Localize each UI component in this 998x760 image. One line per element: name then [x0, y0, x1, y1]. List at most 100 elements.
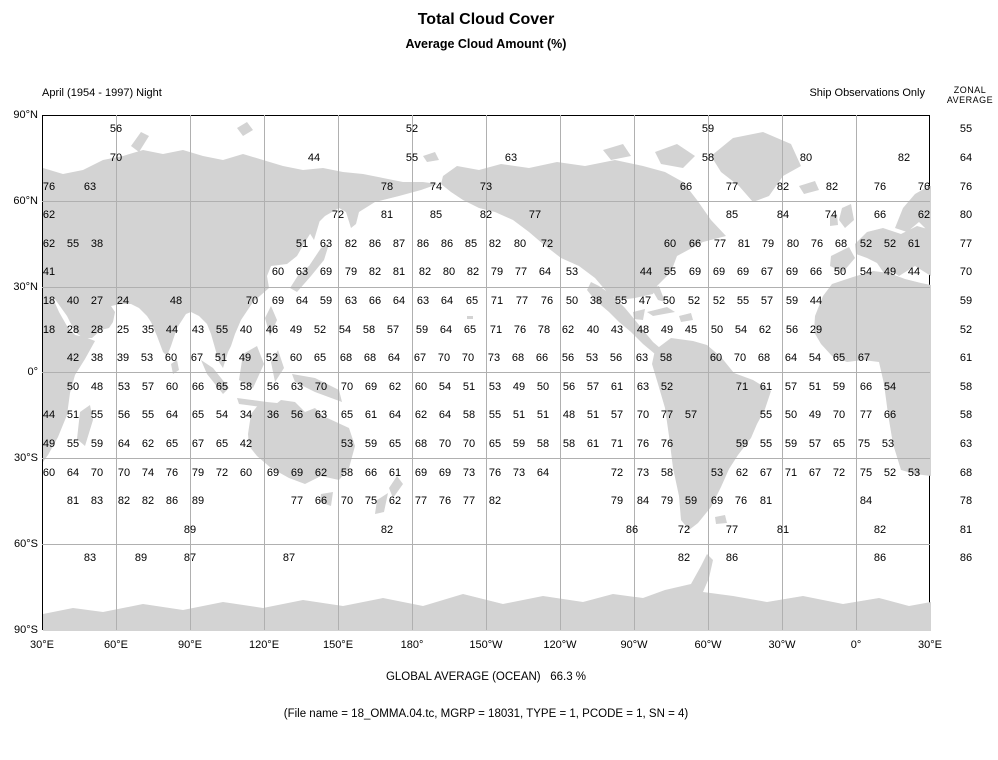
grid-value: 54 — [338, 324, 352, 336]
grid-value: 44 — [639, 266, 653, 278]
x-tick-label: 60°E — [104, 639, 128, 651]
grid-value: 81 — [392, 266, 406, 278]
grid-value: 58 — [536, 438, 550, 450]
grid-value: 66 — [191, 381, 205, 393]
period-label: April (1954 - 1997) Night — [42, 87, 162, 99]
x-tick-label: 90°E — [178, 639, 202, 651]
zonal-average-value: 63 — [959, 438, 973, 450]
grid-value: 69 — [438, 467, 452, 479]
grid-value: 81 — [380, 209, 394, 221]
grid-value: 78 — [380, 181, 394, 193]
grid-value: 67 — [857, 352, 871, 364]
grid-value: 34 — [239, 409, 253, 421]
grid-value: 57 — [684, 409, 698, 421]
grid-value: 58 — [659, 352, 673, 364]
grid-value: 38 — [90, 352, 104, 364]
grid-value: 86 — [725, 552, 739, 564]
grid-value: 82 — [488, 238, 502, 250]
grid-line-horizontal — [42, 372, 930, 373]
grid-value: 25 — [116, 324, 130, 336]
grid-value: 81 — [737, 238, 751, 250]
grid-value: 51 — [808, 381, 822, 393]
grid-value: 63 — [319, 238, 333, 250]
grid-value: 66 — [883, 409, 897, 421]
grid-value: 69 — [364, 381, 378, 393]
grid-value: 24 — [116, 295, 130, 307]
grid-value: 69 — [414, 467, 428, 479]
grid-line-horizontal — [42, 201, 930, 202]
grid-value: 70 — [461, 352, 475, 364]
grid-value: 71 — [489, 324, 503, 336]
grid-value: 78 — [537, 324, 551, 336]
zonal-average-value: 78 — [959, 495, 973, 507]
grid-value: 68 — [363, 352, 377, 364]
grid-value: 35 — [141, 324, 155, 336]
grid-value: 40 — [239, 324, 253, 336]
grid-value: 56 — [785, 324, 799, 336]
zonal-average-value: 68 — [959, 467, 973, 479]
grid-value: 71 — [784, 467, 798, 479]
grid-value: 77 — [414, 495, 428, 507]
grid-value: 77 — [462, 495, 476, 507]
grid-value: 66 — [873, 209, 887, 221]
grid-value: 52 — [883, 467, 897, 479]
grid-value: 63 — [504, 152, 518, 164]
grid-value: 51 — [586, 409, 600, 421]
grid-value: 49 — [660, 324, 674, 336]
grid-value: 76 — [734, 495, 748, 507]
grid-value: 76 — [438, 495, 452, 507]
grid-value: 82 — [677, 552, 691, 564]
grid-value: 66 — [809, 266, 823, 278]
grid-value: 79 — [490, 266, 504, 278]
grid-value: 61 — [907, 238, 921, 250]
grid-value: 42 — [66, 352, 80, 364]
grid-value: 76 — [873, 181, 887, 193]
grid-value: 53 — [585, 352, 599, 364]
grid-value: 49 — [289, 324, 303, 336]
grid-value: 52 — [859, 238, 873, 250]
grid-value: 77 — [725, 524, 739, 536]
grid-value: 67 — [759, 467, 773, 479]
x-tick-label: 30°E — [918, 639, 942, 651]
grid-value: 82 — [488, 495, 502, 507]
grid-value: 53 — [907, 467, 921, 479]
x-tick-label: 90°W — [620, 639, 648, 651]
grid-value: 69 — [785, 266, 799, 278]
grid-value: 53 — [881, 438, 895, 450]
grid-value: 40 — [586, 324, 600, 336]
grid-value: 77 — [528, 209, 542, 221]
grid-value: 50 — [662, 295, 676, 307]
grid-value: 64 — [439, 324, 453, 336]
grid-value: 27 — [90, 295, 104, 307]
x-tick-label: 120°W — [543, 639, 577, 651]
grid-value: 80 — [442, 266, 456, 278]
grid-value: 58 — [362, 324, 376, 336]
grid-value: 60 — [239, 467, 253, 479]
y-tick-label: 90°N — [13, 109, 38, 121]
zonal-average-header: ZONAL AVERAGE — [942, 85, 998, 105]
grid-value: 86 — [873, 552, 887, 564]
grid-value: 87 — [183, 552, 197, 564]
grid-value: 59 — [832, 381, 846, 393]
zonal-average-value: 70 — [959, 266, 973, 278]
grid-value: 86 — [368, 238, 382, 250]
grid-value: 56 — [109, 123, 123, 135]
grid-value: 70 — [90, 467, 104, 479]
zonal-average-value: 80 — [959, 209, 973, 221]
grid-value: 62 — [414, 409, 428, 421]
grid-value: 76 — [660, 438, 674, 450]
grid-value: 69 — [290, 467, 304, 479]
grid-value: 82 — [466, 266, 480, 278]
grid-value: 63 — [314, 409, 328, 421]
grid-value: 66 — [535, 352, 549, 364]
grid-value: 64 — [392, 295, 406, 307]
grid-value: 71 — [735, 381, 749, 393]
grid-value: 49 — [42, 438, 56, 450]
grid-value: 82 — [117, 495, 131, 507]
grid-value: 70 — [438, 438, 452, 450]
grid-value: 55 — [614, 295, 628, 307]
grid-value: 82 — [380, 524, 394, 536]
grid-value: 77 — [290, 495, 304, 507]
grid-value: 76 — [636, 438, 650, 450]
